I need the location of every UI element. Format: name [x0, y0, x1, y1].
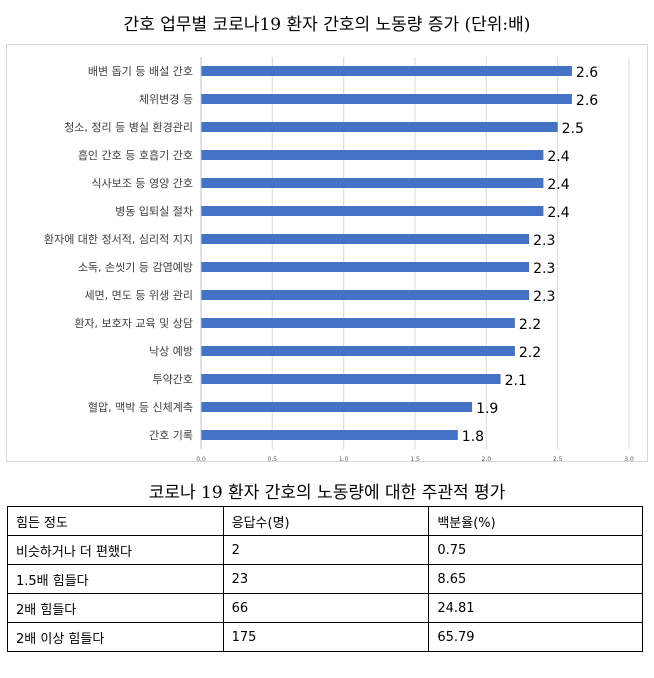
table-header-cell: 백분율(%)	[428, 506, 643, 536]
bar	[201, 150, 544, 160]
bar-chart-svg: 0.0 0.5 1.0 1.5 2.0 2.5 3.0 배변 돕기 등 배설 간호 2.6 체위변…	[44, 57, 634, 461]
x-tick-label: 0.0	[196, 456, 206, 461]
data-label: 1.8	[462, 429, 484, 445]
table-cell: 24.81	[428, 593, 643, 623]
table-header-row: 힘든 정도 응답수(명) 백분율(%)	[7, 506, 643, 536]
data-label: 2.4	[547, 149, 569, 165]
data-label: 2.6	[576, 65, 598, 81]
x-tick-label: 0.5	[268, 456, 278, 461]
bar	[201, 178, 544, 188]
table-cell: 1.5배 힘들다	[7, 564, 224, 594]
table-row: 비슷하거나 더 편했다 2 0.75	[7, 535, 643, 565]
data-label: 2.6	[576, 93, 598, 109]
bar	[201, 290, 530, 300]
bar	[201, 262, 530, 272]
table-cell: 0.75	[428, 535, 643, 565]
chart-title: 간호 업무별 코로나19 환자 간호의 노동량 증가 (단위:배)	[123, 15, 531, 35]
category-label: 혈압, 맥박 등 신체계측	[88, 400, 193, 414]
table-cell: 175	[222, 622, 430, 652]
category-label: 식사보조 등 영양 간호	[91, 177, 193, 190]
bar	[201, 346, 515, 356]
category-label: 체위변경 등	[139, 93, 193, 106]
category-label: 투약간호	[153, 372, 193, 386]
bar	[201, 206, 544, 216]
x-tick-label: 3.0	[624, 456, 634, 461]
bar	[201, 402, 473, 412]
x-tick-label: 1.5	[410, 456, 420, 461]
data-label: 2.3	[533, 289, 555, 305]
bar-chart: 0.0 0.5 1.0 1.5 2.0 2.5 3.0 배변 돕기 등 배설 간호 2.6 체위변…	[6, 44, 648, 462]
data-label: 2.4	[547, 205, 569, 221]
bar	[201, 94, 572, 104]
category-label: 환자에 대한 정서적, 심리적 지지	[44, 233, 193, 246]
table-cell: 비슷하거나 더 편했다	[7, 535, 224, 565]
data-label: 2.2	[519, 317, 541, 333]
category-label: 병동 입퇴실 절차	[115, 205, 193, 218]
bar	[201, 234, 530, 244]
table-title: 코로나 19 환자 간호의 노동량에 대한 주관적 평가	[148, 483, 506, 503]
table-header-cell: 힘든 정도	[7, 506, 224, 536]
category-label: 청소, 정리 등 병실 환경관리	[64, 121, 193, 134]
table-cell: 2	[222, 535, 430, 565]
category-label: 소독, 손씻기 등 감염예방	[78, 261, 193, 274]
category-label: 낙상 예방	[149, 345, 193, 358]
category-label: 세면, 면도 등 위생 관리	[84, 289, 193, 302]
bar	[201, 122, 558, 132]
table-row: 1.5배 힘들다 23 8.65	[7, 564, 643, 594]
data-label: 2.5	[562, 121, 584, 137]
x-tick-label: 1.0	[339, 456, 349, 461]
x-tick-label: 2.5	[553, 456, 563, 461]
bar	[201, 66, 572, 76]
data-label: 2.3	[533, 233, 555, 249]
response-table: 힘든 정도 응답수(명) 백분율(%) 비슷하거나 더 편했다 2 0.75 1…	[7, 506, 643, 652]
category-label: 흡인 간호 등 호흡기 간호	[78, 148, 193, 162]
table-row: 2배 이상 힘들다 175 65.79	[7, 622, 643, 652]
data-label: 2.2	[519, 345, 541, 361]
bar	[201, 430, 458, 440]
table-cell: 2배 이상 힘들다	[7, 622, 224, 652]
category-label: 배변 돕기 등 배설 간호	[88, 65, 193, 78]
data-label: 2.3	[533, 261, 555, 277]
table-row: 2배 힘들다 66 24.81	[7, 593, 643, 623]
bar	[201, 318, 515, 328]
table-cell: 2배 힘들다	[7, 593, 224, 623]
table-cell: 8.65	[428, 564, 643, 594]
table-cell: 23	[222, 564, 430, 594]
data-label: 1.9	[476, 401, 498, 417]
table-header-cell: 응답수(명)	[222, 506, 430, 536]
table-cell: 65.79	[428, 622, 643, 652]
x-tick-label: 2.0	[482, 456, 492, 461]
table-cell: 66	[222, 593, 430, 623]
bar	[201, 374, 501, 384]
category-label: 환자, 보호자 교육 및 상담	[74, 317, 193, 330]
category-label: 간호 기록	[149, 429, 193, 442]
data-label: 2.4	[547, 177, 569, 193]
data-label: 2.1	[505, 373, 527, 389]
